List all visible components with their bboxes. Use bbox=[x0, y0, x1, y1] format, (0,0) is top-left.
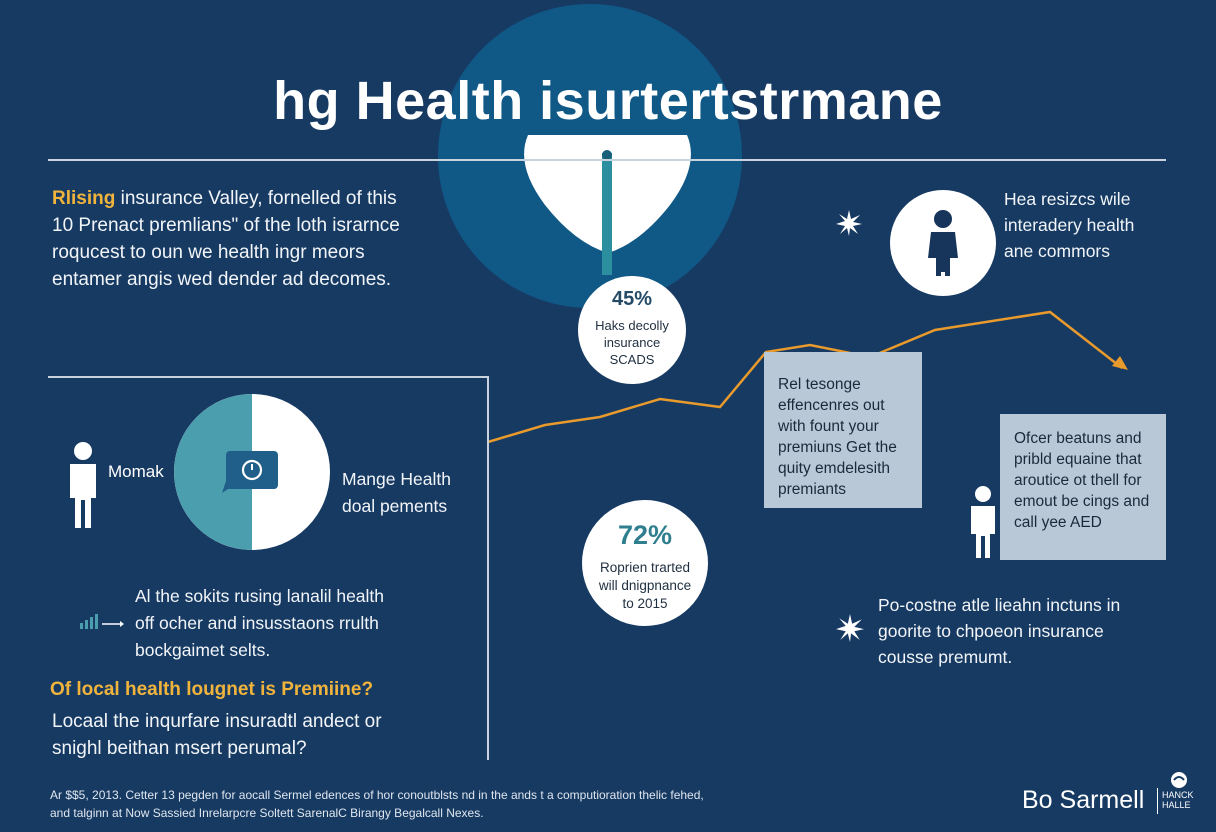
footer-line-2: and talginn at Now Sassied Inrelarpcre S… bbox=[50, 806, 484, 820]
box-center-line-2: effencenres out bbox=[778, 397, 885, 414]
question-line-2: snighl beithan msert perumal? bbox=[52, 738, 307, 759]
intro-line-1: insurance Valley, fornelled of this bbox=[115, 188, 397, 209]
pie-right-line-2: doal pements bbox=[342, 496, 448, 516]
pie-right-label: Mange Health doal pements bbox=[342, 466, 451, 520]
box-center-line-3: with fount your bbox=[778, 418, 879, 435]
person-icon-male bbox=[70, 442, 96, 528]
sparkle-icon bbox=[836, 210, 862, 236]
stat-circle-72: 72% Roprien trarted will dnigpnance to 2… bbox=[582, 500, 708, 626]
brand-divider bbox=[1157, 788, 1158, 814]
stat-72-value: 72% bbox=[617, 520, 673, 550]
info-box-center: Rel tesonge effencenres out with fount y… bbox=[764, 352, 922, 508]
intro-highlight: Rlising bbox=[52, 188, 116, 209]
question-text: Locaal the inqurfare insuradtl andect or… bbox=[52, 708, 472, 762]
box-right-line-5: call yee AED bbox=[1014, 514, 1102, 531]
intro-line-4: entamer angis wed dender ad decomes. bbox=[52, 269, 392, 290]
stat-72-label-3: to 2015 bbox=[622, 596, 668, 611]
left-section-top-rule bbox=[48, 376, 488, 378]
intro-paragraph: Rlising insurance Valley, fornelled of t… bbox=[52, 185, 432, 293]
bottom-right-line-2: goorite to chpoeon insurance bbox=[878, 621, 1104, 641]
stat-circle-45: 45% Haks decolly insurance SCADS bbox=[578, 276, 686, 384]
top-right-text: Hea resizcs wile interadery health ane c… bbox=[1004, 186, 1204, 264]
brand-name: Bo Sarmell bbox=[1022, 786, 1145, 814]
pie-left-label: Momak bbox=[108, 462, 164, 481]
footer-credits: Ar $$5, 2013. Cetter 13 pegden for aocal… bbox=[50, 786, 950, 822]
box-right-line-4: emout be cings and bbox=[1014, 493, 1150, 510]
left-section-vertical-rule bbox=[487, 376, 489, 760]
brand-small-line-1: HANCK bbox=[1162, 790, 1194, 800]
person-avatar-female bbox=[890, 190, 996, 296]
shield-icon bbox=[524, 135, 691, 275]
sparkle-icon-bottom bbox=[836, 614, 864, 642]
box-right-line-3: aroutice ot thell for bbox=[1014, 472, 1142, 489]
info-box-right: Ofcer beatuns and pribld equaine that ar… bbox=[1000, 414, 1166, 560]
box-right-line-1: Ofcer beatuns and bbox=[1014, 430, 1142, 447]
woman-icon bbox=[928, 210, 958, 276]
stat-72-label-1: Roprien trarted bbox=[599, 560, 691, 575]
stat-72-label-2: will dnigpnance bbox=[598, 578, 692, 593]
stat-45-value: 45% bbox=[611, 288, 653, 310]
stat-45-label-1: Haks decolly bbox=[595, 318, 669, 333]
box-center-line-5: quity emdelesith bbox=[778, 460, 891, 477]
title-divider bbox=[48, 159, 1166, 161]
intro-line-3: roqucest to oun we health ingr meors bbox=[52, 242, 365, 263]
bottom-right-line-3: cousse premumt. bbox=[878, 647, 1013, 667]
intro-line-2: 10 Prenact premlians" of the loth israrn… bbox=[52, 215, 400, 236]
top-right-line-3: ane commors bbox=[1004, 241, 1111, 261]
mid-left-line-2: off ocher and insusstaons rrulth bbox=[135, 613, 379, 633]
person-icon-right bbox=[971, 486, 995, 558]
question-line-1: Locaal the inqurfare insuradtl andect or bbox=[52, 711, 382, 732]
bottom-right-paragraph: Po-costne atle lieahn inctuns in goorite… bbox=[878, 592, 1178, 670]
signal-arrow-icon bbox=[80, 614, 124, 629]
clock-badge-icon bbox=[222, 451, 278, 493]
box-center-line-1: Rel tesonge bbox=[778, 376, 861, 393]
top-right-line-1: Hea resizcs wile bbox=[1004, 189, 1131, 209]
footer-line-1: Ar $$5, 2013. Cetter 13 pegden for aocal… bbox=[50, 788, 704, 802]
stat-45-label-2: insurance bbox=[603, 335, 661, 350]
box-center-line-6: premiants bbox=[778, 481, 847, 498]
page-title: hg Health isurtertstrmane bbox=[273, 71, 943, 131]
mid-left-line-1: Al the sokits rusing lanalil health bbox=[135, 586, 385, 606]
top-right-line-2: interadery health bbox=[1004, 215, 1135, 235]
bottom-right-line-1: Po-costne atle lieahn inctuns in bbox=[878, 595, 1121, 615]
box-right-line-2: pribld equaine that bbox=[1014, 451, 1142, 468]
brand-logo-icon bbox=[1171, 772, 1187, 788]
box-center-line-4: premiuns Get the bbox=[778, 439, 897, 456]
brand-small-text: HANCK HALLE bbox=[1162, 790, 1194, 810]
pie-right-line-1: Mange Health bbox=[342, 469, 451, 489]
brand-small-line-2: HALLE bbox=[1162, 800, 1191, 810]
stat-45-label-3: SCADS bbox=[609, 352, 655, 367]
mid-left-paragraph: Al the sokits rusing lanalil health off … bbox=[135, 583, 475, 664]
mid-left-line-3: bockgaimet selts. bbox=[135, 640, 271, 660]
question-heading: Of local health lougnet is Premiine? bbox=[50, 679, 374, 700]
